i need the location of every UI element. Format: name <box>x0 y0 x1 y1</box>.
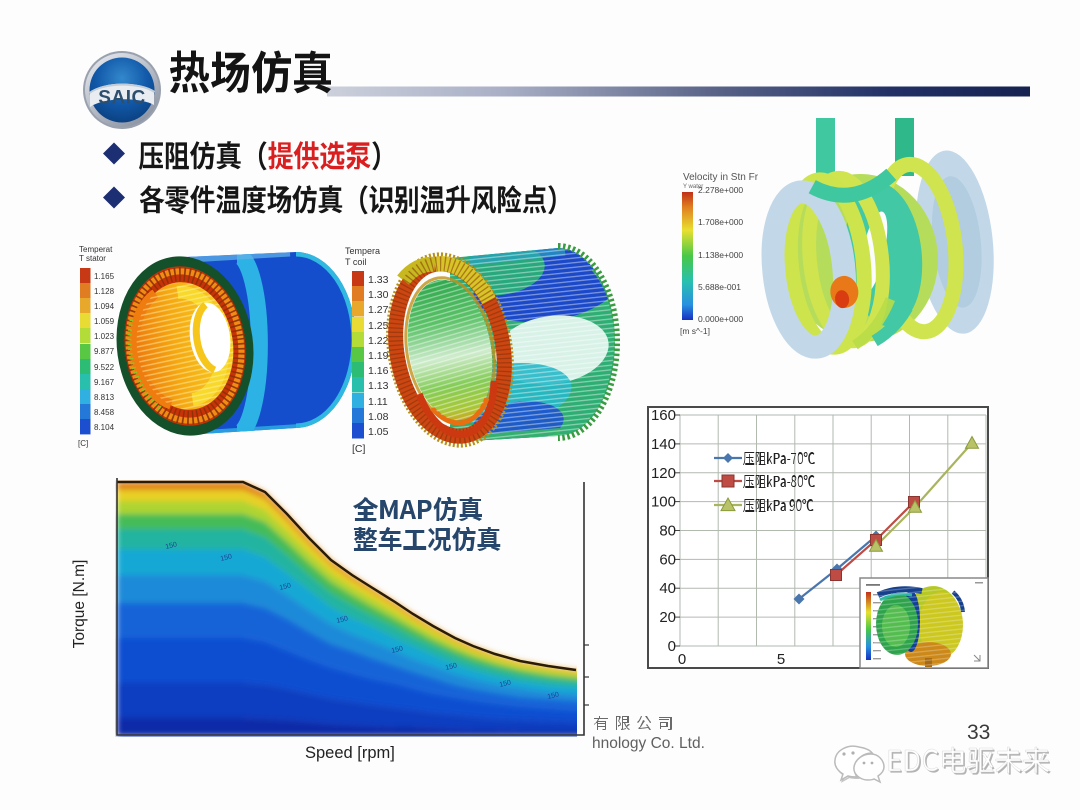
svg-text:8.813: 8.813 <box>94 393 115 402</box>
svg-text:8.458: 8.458 <box>94 408 115 417</box>
svg-text:150: 150 <box>445 662 458 672</box>
svg-text:T coil: T coil <box>345 257 366 267</box>
svg-text:1.16: 1.16 <box>368 365 389 377</box>
svg-text:150: 150 <box>547 691 560 701</box>
svg-text:33: 33 <box>967 721 990 744</box>
svg-text:1.33: 1.33 <box>368 274 389 286</box>
svg-text:9.522: 9.522 <box>94 363 115 372</box>
svg-text:1.08: 1.08 <box>368 411 389 423</box>
svg-text:0: 0 <box>668 638 676 655</box>
svg-text:1.094: 1.094 <box>94 302 115 311</box>
svg-text:1.165: 1.165 <box>94 272 115 281</box>
svg-text:2.278e+000: 2.278e+000 <box>698 185 743 195</box>
svg-text:150: 150 <box>336 615 349 625</box>
svg-text:1.22: 1.22 <box>368 335 389 347</box>
svg-text:0.000e+000: 0.000e+000 <box>698 314 743 324</box>
svg-text:Speed [rpm]: Speed [rpm] <box>305 744 395 762</box>
svg-text:9.167: 9.167 <box>94 378 115 387</box>
svg-text:150: 150 <box>499 679 512 689</box>
svg-text:SAIC: SAIC <box>98 88 145 109</box>
svg-text:1.128: 1.128 <box>94 287 115 296</box>
svg-text:Y water: Y water <box>683 184 703 190</box>
svg-text:1.138e+000: 1.138e+000 <box>698 250 743 260</box>
svg-text:1.05: 1.05 <box>368 426 389 438</box>
svg-text:[m s^-1]: [m s^-1] <box>680 326 710 336</box>
svg-text:8.104: 8.104 <box>94 423 115 432</box>
svg-text:Tempera: Tempera <box>345 246 380 256</box>
svg-text:Velocity in Stn Fr: Velocity in Stn Fr <box>683 172 759 183</box>
svg-text:Torque [N.m]: Torque [N.m] <box>71 560 88 649</box>
svg-text:80: 80 <box>659 523 676 540</box>
svg-text:1.023: 1.023 <box>94 332 115 341</box>
svg-text:150: 150 <box>165 541 178 551</box>
svg-text:120: 120 <box>651 465 676 482</box>
svg-text:T stator: T stator <box>79 254 106 263</box>
svg-text:hnology Co. Ltd.: hnology Co. Ltd. <box>592 735 705 752</box>
svg-text:5.688e-001: 5.688e-001 <box>698 282 741 292</box>
svg-text:150: 150 <box>279 582 292 592</box>
svg-text:0: 0 <box>678 651 686 668</box>
svg-text:40: 40 <box>659 580 676 597</box>
svg-text:160: 160 <box>651 407 676 424</box>
svg-text:1.708e+000: 1.708e+000 <box>698 217 743 227</box>
svg-text:1.19: 1.19 <box>368 350 389 362</box>
svg-text:5: 5 <box>777 651 785 668</box>
svg-text:150: 150 <box>391 645 404 655</box>
svg-text:150: 150 <box>220 553 233 563</box>
svg-text:9.877: 9.877 <box>94 347 115 356</box>
svg-text:20: 20 <box>659 609 676 626</box>
svg-text:1.13: 1.13 <box>368 380 389 392</box>
svg-text:1.11: 1.11 <box>368 396 388 408</box>
svg-text:1.30: 1.30 <box>368 289 389 301</box>
svg-text:60: 60 <box>659 551 676 568</box>
svg-text:1.27: 1.27 <box>368 304 389 316</box>
svg-text:1.059: 1.059 <box>94 317 115 326</box>
svg-text:Temperat: Temperat <box>79 245 113 254</box>
svg-text:[C]: [C] <box>78 439 88 448</box>
svg-text:140: 140 <box>651 436 676 453</box>
svg-text:100: 100 <box>651 494 676 511</box>
svg-text:1.25: 1.25 <box>368 320 389 332</box>
svg-text:[C]: [C] <box>352 443 366 455</box>
